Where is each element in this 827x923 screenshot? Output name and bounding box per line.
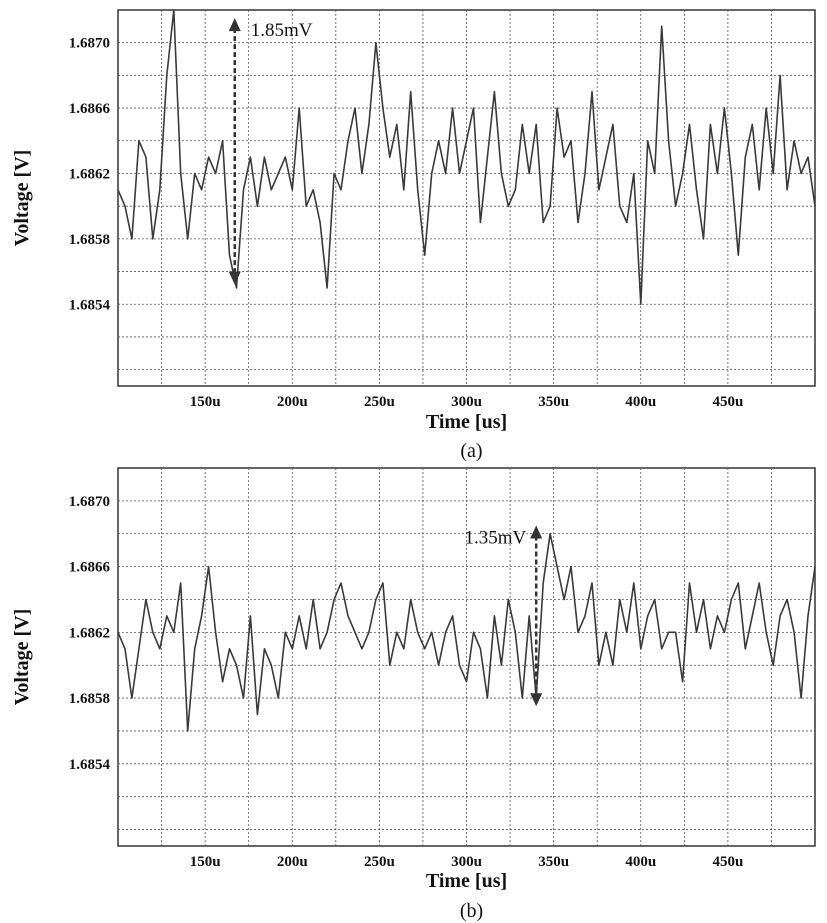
annotation-label: 1.35mV	[464, 528, 526, 549]
y-tick-label: 1.6866	[69, 560, 111, 576]
panel-caption: (b)	[460, 900, 483, 922]
y-tick-label: 1.6858	[69, 232, 110, 248]
panel-a: 1.6854 1.6858 1.6862 1.6866 1.6870 150u 200u 25…	[11, 9, 816, 462]
x-axis-label: Time [us]	[426, 411, 507, 433]
panel-b: 1.6854 1.6858 1.6862 1.6866 1.6870 150u 200u 25…	[11, 467, 816, 922]
annotation-arrowhead-up	[228, 18, 241, 32]
y-axis-label: Voltage [V]	[11, 150, 33, 246]
y-tick-label: 1.6854	[69, 757, 111, 773]
x-tick-label: 300u	[451, 854, 482, 870]
panel-caption: (a)	[460, 440, 482, 462]
y-tick-label: 1.6862	[69, 625, 110, 641]
x-tick-label: 300u	[451, 394, 482, 410]
y-axis-label: Voltage [V]	[11, 609, 33, 705]
series-line	[117, 532, 816, 732]
annotation-arrowhead-down	[228, 271, 241, 285]
x-tick-label: 200u	[277, 394, 308, 410]
x-tick-label: 350u	[538, 854, 569, 870]
x-tick-label: 250u	[364, 854, 395, 870]
y-tick-label: 1.6858	[69, 691, 110, 707]
x-tick-label: 250u	[364, 394, 395, 410]
x-tick-label: 200u	[277, 854, 308, 870]
y-tick-label: 1.6854	[69, 297, 111, 313]
x-axis-label: Time [us]	[426, 870, 507, 892]
annotation-arrowhead-up	[530, 525, 543, 539]
x-tick-label: 350u	[538, 394, 569, 410]
annotation-arrowhead-down	[530, 693, 543, 707]
y-tick-label: 1.6870	[69, 36, 110, 52]
annotation-label: 1.85mV	[251, 20, 313, 41]
x-tick-label: 450u	[712, 394, 743, 410]
x-tick-label: 400u	[625, 854, 656, 870]
y-tick-label: 1.6862	[69, 166, 110, 182]
x-tick-label: 400u	[625, 394, 656, 410]
y-tick-label: 1.6866	[69, 101, 111, 117]
x-tick-label: 450u	[712, 854, 743, 870]
x-tick-label: 150u	[190, 854, 221, 870]
y-tick-label: 1.6870	[69, 494, 110, 510]
x-tick-label: 150u	[190, 394, 221, 410]
